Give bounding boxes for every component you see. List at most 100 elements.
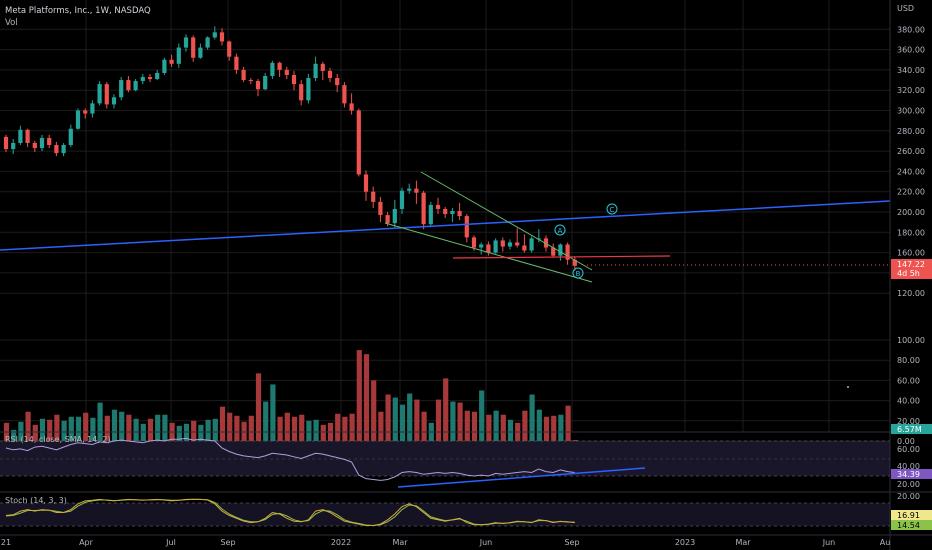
candlesticks (3, 26, 577, 271)
volume-bar (522, 410, 528, 441)
volume-bar (378, 411, 384, 441)
candle-body (75, 110, 81, 129)
candle (435, 197, 441, 215)
volume-bar (479, 390, 485, 441)
price-tick-label: 60.00 (897, 376, 920, 385)
price-tick-label: 160.00 (897, 249, 925, 258)
stoch-d-value: 14.54 (897, 521, 920, 530)
candle-body (263, 75, 268, 90)
candle-body (176, 47, 181, 64)
candle-body (414, 188, 419, 193)
last-price-value: 147.22 (897, 260, 925, 269)
wedge-upper-line[interactable] (420, 171, 593, 271)
candle (61, 142, 66, 157)
volume-bar (162, 414, 168, 441)
candle (450, 207, 455, 223)
volume-bar (435, 399, 442, 441)
candle (313, 56, 318, 82)
wave-label-c[interactable]: C (606, 203, 618, 215)
candle (75, 108, 81, 130)
volume-bar (349, 413, 355, 441)
symbol-legend: Meta Platforms, Inc., 1W, NASDAQ (5, 6, 151, 16)
candle-body (191, 37, 196, 58)
currency-label: USD (897, 4, 914, 13)
support-red-line[interactable] (452, 255, 671, 259)
candle-body (558, 244, 563, 256)
volume-bar (399, 404, 406, 441)
rsi-trend-line[interactable] (397, 467, 646, 488)
rsi-pane[interactable] (0, 431, 932, 488)
volume-bar (270, 384, 276, 441)
candle-body (133, 81, 138, 91)
candle (111, 94, 117, 109)
candle-body (219, 32, 225, 42)
candle-body (61, 145, 66, 154)
time-label-jun: Jun (479, 538, 493, 547)
candle (25, 128, 30, 148)
volume-bar (551, 415, 557, 441)
volume-bar (529, 394, 535, 441)
candle-body (11, 142, 16, 150)
candle-body (47, 137, 52, 146)
volume-bar (248, 415, 254, 441)
volume-bar (392, 397, 398, 441)
candle (522, 234, 527, 253)
volume-bar (68, 416, 74, 441)
candle (515, 228, 520, 248)
last-price-tag: 147.22 4d 5h (891, 259, 932, 279)
candle-body (291, 74, 297, 85)
volume-bar (450, 401, 456, 441)
candle (83, 108, 88, 119)
candle-body (363, 174, 369, 192)
candle (270, 60, 275, 80)
candle (291, 70, 297, 91)
volume-bar (32, 424, 38, 441)
candle-body (248, 80, 253, 82)
candle-body (392, 208, 397, 224)
volume-bar (97, 402, 103, 441)
wave-label-a[interactable]: A (554, 224, 566, 236)
wave-label-b[interactable]: B (572, 267, 584, 279)
volume-bar (371, 380, 377, 441)
candle (39, 134, 45, 152)
time-label-sep-2022: Sep (564, 538, 579, 547)
price-tick-label: 0.00 (897, 437, 915, 446)
candle-body (270, 62, 275, 76)
candle-body (227, 41, 232, 57)
candle (421, 190, 426, 230)
price-tick-label: 120.00 (897, 289, 925, 298)
candle-body (97, 84, 102, 104)
candle-body (313, 63, 318, 79)
time-label-2023: 2023 (675, 538, 695, 547)
candle-body (421, 192, 426, 225)
candle-body (529, 238, 534, 251)
time-label-sep: Sep (220, 538, 235, 547)
stoch-pane[interactable] (0, 491, 932, 527)
wedge-lower-line[interactable] (384, 222, 593, 283)
price-tick-label: 80.00 (897, 356, 920, 365)
rsi-band (0, 441, 890, 476)
price-axis[interactable]: USD 380.00 360.00 340.00 320.00 300.00 280.00… (889, 0, 932, 550)
candle-body (119, 80, 124, 98)
volume-bar (536, 409, 542, 441)
price-tick-label: 100.00 (897, 336, 925, 345)
candle-body (536, 238, 541, 240)
long-trend-line[interactable] (0, 200, 891, 251)
candle-body (572, 259, 577, 266)
candle (47, 134, 52, 149)
candle-body (25, 129, 30, 143)
time-axis[interactable]: 21 Apr Jul Sep 2022 Mar Jun Sep 2023 Mar… (0, 534, 932, 547)
time-label-aug-2023: Au (880, 538, 891, 547)
volume-bar (133, 418, 139, 441)
volume-bar (111, 409, 118, 441)
volume-bar (313, 419, 319, 441)
volume-bar (227, 412, 233, 441)
candle-body (356, 110, 361, 175)
volume-bar (198, 424, 204, 441)
candle (299, 80, 304, 106)
candle (54, 141, 59, 157)
price-tick-label: 20.00 (897, 417, 920, 426)
candle-body (443, 208, 448, 215)
price-tick-label: 260.00 (897, 147, 925, 156)
